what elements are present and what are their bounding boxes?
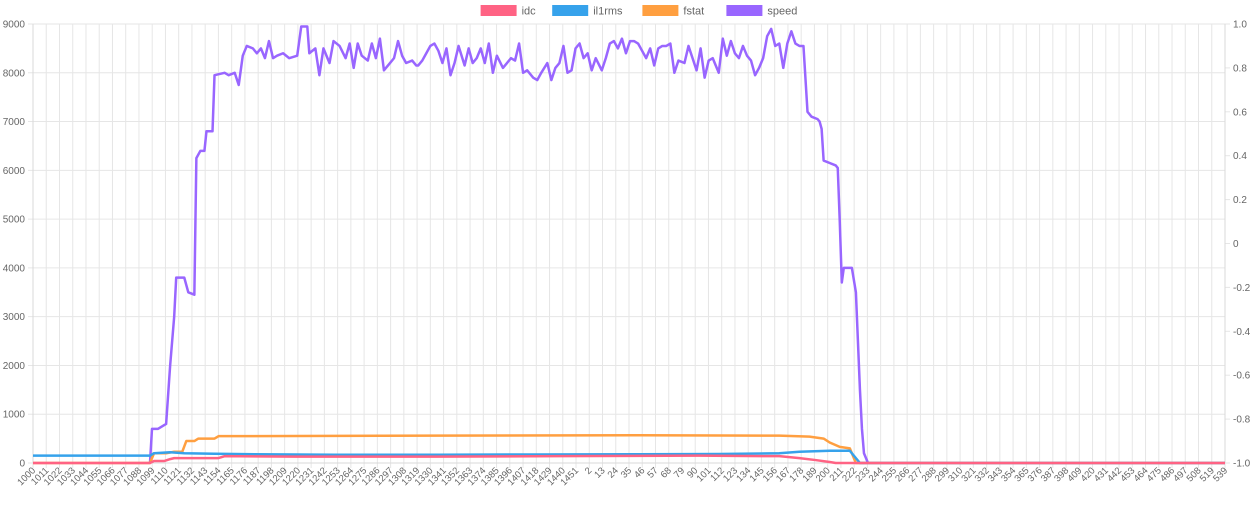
series-lines [33,25,1225,465]
y-tick-label: 9000 [3,20,26,31]
legend-swatch [726,5,763,16]
y2-tick-label: 0.4 [1233,151,1247,162]
y2-tick-label: 0.2 [1233,195,1247,206]
series-line-speed [148,25,870,464]
y-tick-label: 7000 [3,117,26,128]
y2-tick-label: 0.6 [1233,107,1247,118]
legend-item-speed[interactable]: speed [726,5,797,18]
y2-tick-label: -0.2 [1233,283,1251,294]
axes: 1000101110221033104410551066107710881099… [3,20,1251,489]
y-tick-label: 8000 [3,68,26,79]
series-line-il1rms [33,449,1225,465]
legend-swatch [642,5,679,16]
legend-swatch [480,5,517,16]
legend-item-idc[interactable]: idc [480,5,537,18]
legend-label: fstat [683,6,704,18]
legend-label: speed [767,6,797,18]
legend-item-il1rms[interactable]: il1rms [552,5,623,18]
legend-label: idc [522,6,537,18]
y2-tick-label: -0.6 [1233,371,1251,382]
gridlines [28,23,1230,468]
y-tick-label: 6000 [3,166,26,177]
y-tick-label: 5000 [3,215,26,226]
y2-tick-label: 0.8 [1233,63,1247,74]
y2-tick-label: 0 [1233,239,1239,250]
series-line-idc [33,454,1225,465]
y-tick-label: 1000 [3,410,26,421]
legend-label: il1rms [593,6,623,18]
y2-tick-label: -1.0 [1233,459,1251,470]
y-tick-label: 2000 [3,361,26,372]
y2-tick-label: 1.0 [1233,20,1247,31]
y-tick-label: 0 [19,459,25,470]
legend-item-fstat[interactable]: fstat [642,5,704,18]
x-tick-label: 539 [1211,465,1230,484]
y2-tick-label: -0.8 [1233,415,1251,426]
legend[interactable]: idc il1rms fstat speed [480,5,798,18]
legend-swatch [552,5,589,16]
y-tick-label: 4000 [3,263,26,274]
y-tick-label: 3000 [3,312,26,323]
y2-tick-label: -0.4 [1233,327,1251,338]
x-tick-label: 2 [583,465,595,477]
